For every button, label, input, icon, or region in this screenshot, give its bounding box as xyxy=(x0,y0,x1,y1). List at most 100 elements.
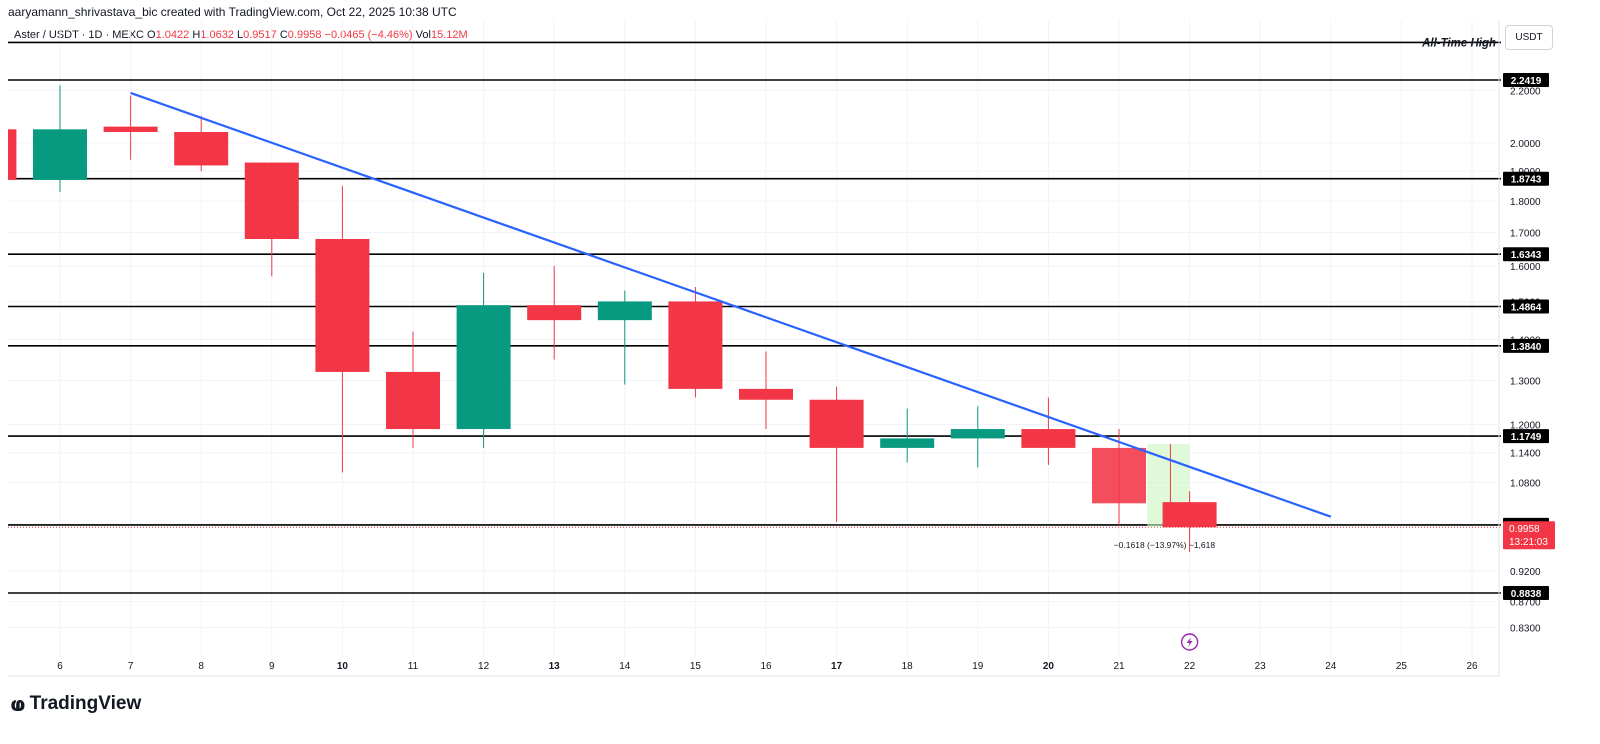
countdown-label: 13:21:03 xyxy=(1509,537,1548,548)
tradingview-logo-icon: ⱷ xyxy=(10,692,26,716)
price-tick-label: 0.8300 xyxy=(1510,624,1541,635)
open-value: 1.0422 xyxy=(155,29,190,41)
candle[interactable] xyxy=(103,95,158,160)
candle-body xyxy=(103,126,158,133)
candle[interactable] xyxy=(527,265,582,360)
date-tick-label: 11 xyxy=(408,661,419,672)
candle-body xyxy=(527,305,582,321)
candle-body xyxy=(244,162,299,240)
candle[interactable] xyxy=(244,162,299,277)
volume-value: 15.12M xyxy=(430,29,468,41)
symbol-name[interactable]: Aster / USDT · 1D · MEXC xyxy=(14,29,144,41)
level-badge-label: 2.2419 xyxy=(1511,76,1542,87)
candle-body xyxy=(809,399,864,448)
candles[interactable] xyxy=(0,85,1217,553)
date-tick-label: 21 xyxy=(1113,661,1125,672)
candle[interactable] xyxy=(456,272,511,448)
price-tick-label: 2.2000 xyxy=(1510,86,1541,97)
candle[interactable] xyxy=(668,286,723,398)
candle-body xyxy=(597,301,652,321)
high-label: H xyxy=(192,29,201,41)
date-tick-label: 19 xyxy=(972,661,984,672)
level-badge xyxy=(1503,247,1549,262)
trendline-segment xyxy=(130,91,1332,518)
all-time-high-label: All-Time High xyxy=(1421,37,1496,49)
low-label: L xyxy=(237,29,244,41)
candle[interactable] xyxy=(1092,429,1146,525)
date-tick-label: 9 xyxy=(269,661,275,672)
candle-body xyxy=(33,129,87,180)
price-tick-label: 1.1400 xyxy=(1510,449,1541,460)
axes: 0.8300 0.8700 0.9200 1.0800 1.1400 1.2000 1.30… xyxy=(8,20,1541,677)
candle-body xyxy=(174,132,229,166)
candle-body xyxy=(880,438,935,448)
candle[interactable] xyxy=(950,406,1005,468)
candle-body xyxy=(739,388,793,400)
candle-body xyxy=(1092,447,1146,504)
volume-label: Vol xyxy=(415,29,431,41)
price-tick-label: 0.9200 xyxy=(1510,567,1541,578)
level-badge-label: 1.4864 xyxy=(1511,302,1542,313)
price-tick-label: 1.6000 xyxy=(1510,262,1541,273)
candle[interactable] xyxy=(0,129,17,180)
candle[interactable] xyxy=(1162,491,1217,553)
date-tick-label: 12 xyxy=(478,661,490,672)
date-tick-label: 25 xyxy=(1396,661,1408,672)
date-tick-label: 20 xyxy=(1043,661,1055,672)
level-badge xyxy=(1503,171,1549,186)
tradingview-logo[interactable]: ⱷ TradingView xyxy=(10,692,141,716)
date-tick-label: 13 xyxy=(549,661,561,672)
trendline xyxy=(130,91,1332,518)
tradingview-logo-text: TradingView xyxy=(29,693,142,714)
open-label: O xyxy=(147,29,156,41)
candle[interactable] xyxy=(386,331,440,448)
level-badge xyxy=(1503,586,1549,600)
level-badge-label: 1.8743 xyxy=(1511,175,1542,186)
date-tick-label: 22 xyxy=(1184,661,1196,672)
last-price-label: 0.9958 xyxy=(1509,524,1540,535)
date-tick-label: 15 xyxy=(690,661,702,672)
grid xyxy=(8,20,1497,658)
candle[interactable] xyxy=(174,116,229,172)
high-value: 1.0632 xyxy=(200,29,234,41)
candle[interactable] xyxy=(809,386,864,523)
candle-body xyxy=(1162,502,1217,528)
candle[interactable] xyxy=(315,185,370,473)
candle[interactable] xyxy=(33,85,87,192)
level-badge xyxy=(1503,338,1549,353)
price-tick-label: 0.8700 xyxy=(1510,598,1541,609)
candle-body xyxy=(8,129,17,180)
close-label: C xyxy=(279,29,288,41)
date-tick-label: 16 xyxy=(760,661,772,672)
candle[interactable] xyxy=(880,408,935,463)
candle-body xyxy=(1021,429,1076,448)
level-badge-label: 1.3840 xyxy=(1511,342,1542,353)
lightning-icon xyxy=(1180,633,1199,651)
lightning-glyph xyxy=(1186,637,1193,647)
date-tick-label: 8 xyxy=(198,661,204,672)
low-value: 0.9517 xyxy=(243,29,277,41)
candle-body xyxy=(315,239,370,372)
date-tick-label: 10 xyxy=(337,661,349,672)
date-tick-label: 14 xyxy=(619,661,631,672)
candle[interactable] xyxy=(597,290,652,385)
level-badge xyxy=(1503,429,1549,444)
candle[interactable] xyxy=(1021,397,1076,465)
price-tick-label: 1.8000 xyxy=(1510,197,1541,208)
candle-body xyxy=(456,305,511,430)
level-badge xyxy=(1503,73,1549,87)
horizontal-levels xyxy=(8,41,1501,594)
price-badges: 2.24191.87431.63431.48641.38401.17491.00… xyxy=(1421,37,1555,600)
date-tick-label: 24 xyxy=(1325,661,1337,672)
last-price-badge xyxy=(1503,521,1555,550)
level-badge-label: 1.1749 xyxy=(1511,432,1542,443)
candle[interactable] xyxy=(739,351,793,430)
symbol-legend[interactable]: Aster / USDT · 1D · MEXC O1.0422 H1.0632… xyxy=(14,29,468,41)
level-badge-label: 0.8838 xyxy=(1511,589,1542,600)
price-tick-label: 1.0800 xyxy=(1510,479,1541,490)
date-tick-label: 26 xyxy=(1466,661,1478,672)
price-tick-label: 1.7000 xyxy=(1510,228,1541,239)
chart-credit: aaryamann_shrivastava_bic created with T… xyxy=(8,5,457,19)
currency-button[interactable]: USDT xyxy=(1505,25,1553,50)
